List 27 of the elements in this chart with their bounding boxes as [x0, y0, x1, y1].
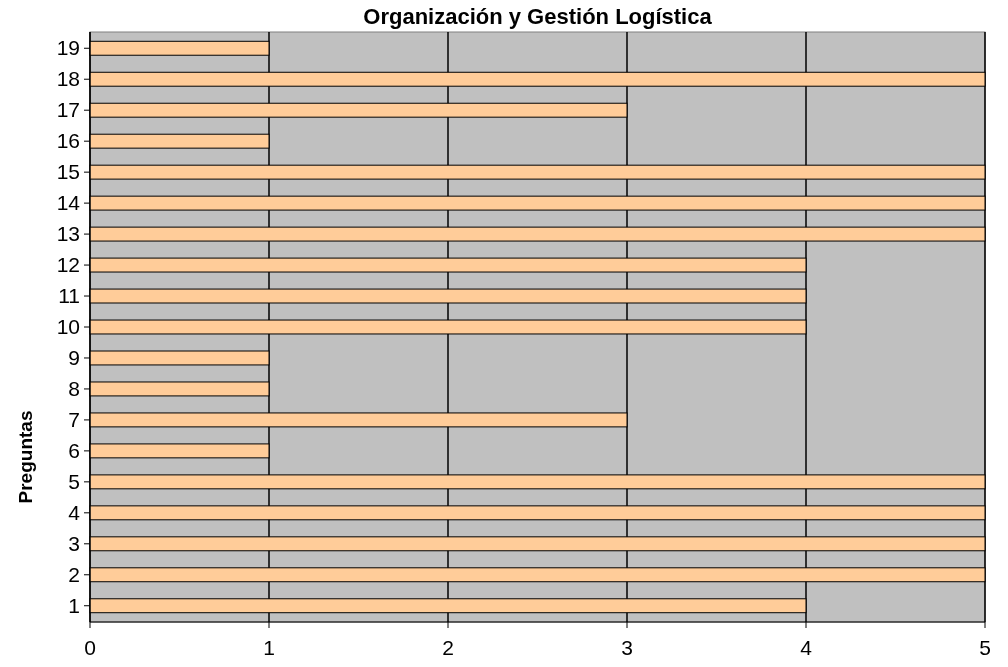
y-tick-label: 11 — [58, 284, 80, 308]
x-tick-label: 0 — [84, 636, 96, 659]
y-tick-label: 1 — [68, 593, 80, 617]
y-tick-label: 4 — [68, 500, 81, 524]
y-tick-label: 19 — [56, 36, 80, 60]
y-tick-label: 6 — [68, 438, 80, 462]
x-tick-label: 1 — [263, 636, 275, 659]
y-tick-label: 5 — [68, 469, 80, 493]
chart-title: Organización y Gestión Logística — [363, 4, 713, 29]
x-tick-label: 5 — [979, 636, 991, 659]
x-tick-label: 4 — [800, 636, 813, 659]
y-tick-label: 8 — [68, 376, 80, 400]
y-tick-label: 3 — [68, 531, 80, 555]
y-tick-label: 10 — [56, 315, 80, 338]
y-tick-label: 18 — [56, 67, 80, 91]
y-tick-label: 17 — [56, 98, 80, 122]
x-tick-label: 2 — [442, 636, 454, 659]
y-tick-label: 14 — [56, 191, 81, 215]
x-tick-label: 3 — [621, 636, 633, 659]
y-tick-label: 12 — [56, 253, 80, 277]
y-tick-label: 9 — [68, 345, 80, 369]
y-axis-title: Preguntas — [15, 410, 36, 504]
y-tick-label: 7 — [68, 407, 80, 431]
y-tick-label: 13 — [56, 222, 80, 246]
y-tick-label: 15 — [56, 160, 80, 184]
y-tick-label: 16 — [56, 129, 80, 153]
y-tick-label: 2 — [68, 562, 80, 586]
